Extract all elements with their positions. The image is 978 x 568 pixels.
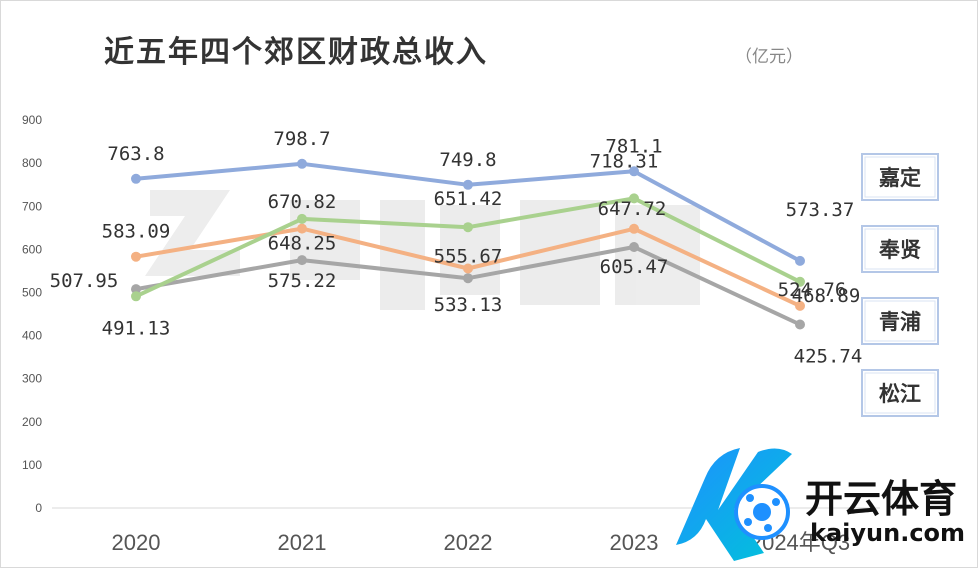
data-label: 555.67 (434, 246, 503, 268)
data-label: 583.09 (102, 221, 171, 243)
legend-box (861, 297, 939, 345)
legend-box-inner (864, 300, 936, 342)
data-point (795, 319, 805, 330)
data-label: 647.72 (598, 198, 667, 220)
legend-item: 青浦 (861, 297, 939, 345)
data-label: 425.74 (794, 346, 863, 368)
data-point (131, 173, 141, 184)
data-label: 648.25 (268, 233, 337, 255)
legend-box-inner (864, 228, 936, 270)
legend-item: 奉贤 (861, 225, 939, 273)
data-label: 533.13 (434, 294, 503, 316)
y-tick-label: 0 (35, 501, 42, 515)
legend-box-inner (864, 156, 936, 198)
data-point (629, 223, 639, 234)
y-tick-label: 100 (22, 458, 42, 472)
y-tick-label: 900 (22, 113, 42, 127)
data-point (795, 255, 805, 266)
data-label: 749.8 (439, 149, 496, 171)
data-label: 575.22 (268, 270, 337, 292)
legend-box-inner (864, 372, 936, 414)
legend-label: 松江 (879, 381, 921, 406)
data-label: 718.31 (590, 150, 659, 172)
data-point (297, 255, 307, 266)
data-point (131, 251, 141, 262)
legend-box (861, 225, 939, 273)
data-point (297, 223, 307, 234)
data-point (131, 284, 141, 295)
data-point (795, 300, 805, 311)
data-label: 605.47 (600, 256, 669, 278)
data-label: 573.37 (786, 199, 855, 221)
data-label: 468.89 (792, 285, 861, 307)
y-tick-label: 800 (22, 156, 42, 170)
data-point (629, 242, 639, 252)
data-label: 651.42 (434, 188, 503, 210)
y-axis: 0 100 200 300 400 500 600 700 800 900 (22, 113, 42, 515)
data-point (629, 193, 639, 204)
data-point (297, 158, 307, 169)
data-point (297, 213, 307, 224)
y-tick-label: 600 (22, 242, 42, 256)
legend-box (861, 153, 939, 201)
chart-title: 近五年四个郊区财政总收入 (104, 35, 488, 70)
x-tick-label: 2022 (444, 530, 493, 555)
data-label: 507.95 (50, 270, 119, 292)
logo-k-mark (676, 448, 792, 561)
y-tick-label: 300 (22, 372, 42, 386)
data-label: 781.1 (605, 135, 662, 157)
x-tick-label: 2023 (610, 530, 659, 555)
data-point (131, 291, 141, 302)
logo-main-text: 开云体育 (805, 477, 957, 521)
y-tick-label: 200 (22, 415, 42, 429)
legend-item: 松江 (861, 369, 939, 417)
chart-unit: （亿元） (735, 47, 803, 67)
data-point (629, 166, 639, 177)
x-axis: 2020 2021 2022 2023 2024年Q3 (52, 507, 880, 555)
legend-box (861, 369, 939, 417)
data-point (463, 222, 473, 233)
legend-item: 嘉定 (861, 153, 939, 201)
legend-label: 奉贤 (878, 237, 921, 262)
x-tick-label: 2020 (112, 530, 161, 555)
legend-label: 嘉定 (879, 165, 921, 190)
data-point (463, 263, 473, 274)
data-label: 798.7 (273, 128, 330, 150)
legend-label: 青浦 (879, 309, 921, 334)
data-labels: 763.8 798.7 749.8 781.1 573.37 491.13 670.82 65… (50, 128, 863, 368)
data-point (463, 273, 473, 284)
data-label: 491.13 (102, 317, 171, 339)
y-tick-label: 400 (22, 329, 42, 343)
y-tick-label: 500 (22, 286, 42, 300)
data-label: 670.82 (268, 191, 337, 213)
y-tick-label: 700 (22, 199, 42, 213)
series-layer (131, 158, 805, 330)
x-tick-label: 2021 (278, 530, 327, 555)
data-point (463, 179, 473, 190)
data-point (795, 276, 805, 287)
data-label: 763.8 (107, 143, 164, 165)
kaiyun-logo: 开云体育 kaiyun.com (676, 448, 965, 561)
data-label: 524.76 (778, 279, 847, 301)
logo-sub-text: kaiyun.com (810, 519, 965, 547)
